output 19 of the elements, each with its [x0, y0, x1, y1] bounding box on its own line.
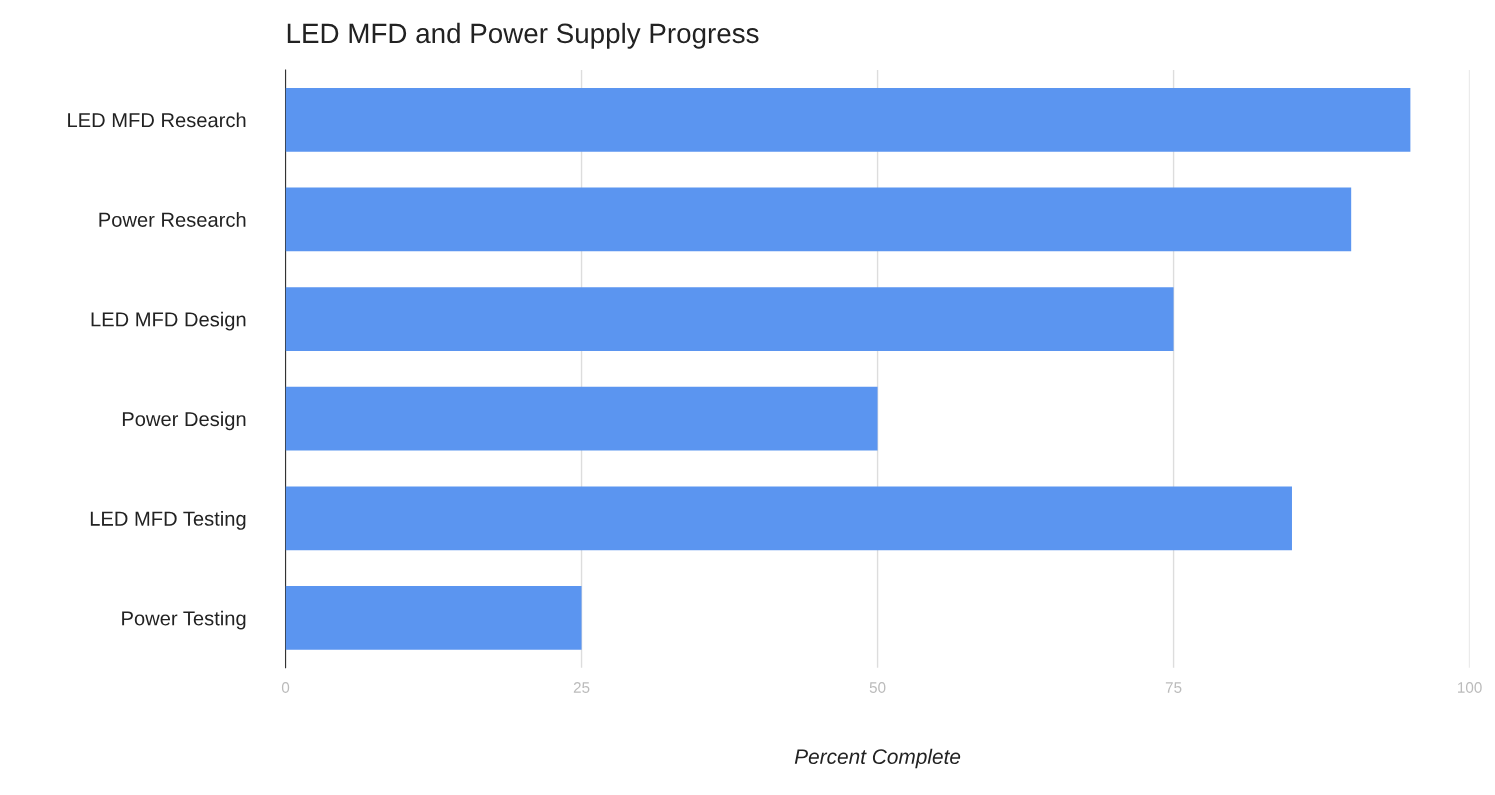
- y-tick-label: Power Design: [122, 411, 246, 431]
- bar: [285, 386, 878, 451]
- bar: [285, 586, 582, 650]
- x-tick-label: 75: [1165, 682, 1182, 693]
- y-tick-label: Power Testing: [122, 610, 246, 630]
- y-tick-label: LED MFD Testing: [90, 511, 246, 530]
- y-tick-label: Power Research: [99, 212, 246, 227]
- y-tick-label: LED MFD Design: [91, 311, 246, 331]
- x-tick-label: 100: [1458, 682, 1482, 693]
- x-axis-title: Percent Complete: [794, 748, 961, 769]
- bar: [285, 287, 1174, 351]
- x-tick-label: 0: [281, 682, 290, 693]
- bar: [285, 87, 1411, 152]
- x-tick-label: 25: [573, 682, 590, 693]
- bar: [285, 187, 1352, 252]
- y-tick-label: LED MFD Research: [68, 112, 246, 128]
- bar: [285, 486, 1292, 551]
- chart-title: LED MFD and Power Supply Progress: [287, 22, 759, 49]
- x-tick-label: 50: [869, 682, 886, 693]
